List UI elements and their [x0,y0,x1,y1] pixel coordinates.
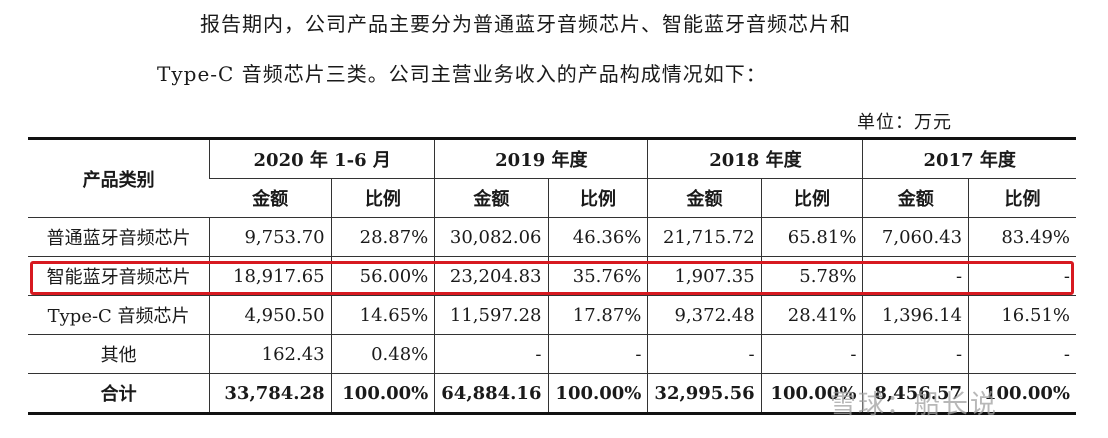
table-cell: - [862,256,969,296]
table-row: 普通蓝牙音频芯片 9,753.70 28.87% 30,082.06 46.36… [28,217,1076,257]
table-row: Type-C 音频芯片 4,950.50 14.65% 11,597.28 17… [28,295,1076,335]
table-cell: 21,715.72 [647,217,762,257]
table-cell: - [862,334,969,374]
table-cell: 1,396.14 [862,295,969,335]
row-category: 智能蓝牙音频芯片 [28,256,210,296]
table-row: 智能蓝牙音频芯片 18,917.65 56.00% 23,204.83 35.7… [28,256,1076,296]
ratio-header: 比例 [547,178,648,218]
table-cell: 14.65% [330,295,435,335]
table-cell: 0.48% [330,334,435,374]
table-cell: 28.87% [330,217,435,257]
table-cell: 46.36% [547,217,648,257]
unit-label: 单位：万元 [857,112,952,133]
table-cell: 18,917.65 [209,256,332,296]
table-cell: 5.78% [760,256,863,296]
total-cell: 32,995.56 [647,373,762,415]
revenue-composition-table: 产品类别 2020 年 1-6 月 2019 年度 2018 年度 2017 年… [28,137,1076,415]
period-header: 2018 年度 [647,137,863,179]
intro-line-2: Type-C 音频芯片三类。公司主营业务收入的产品构成情况如下： [157,62,767,86]
table-cell: - [647,334,762,374]
table-cell: 30,082.06 [434,217,548,257]
table-cell: - [547,334,648,374]
table-cell: 1,907.35 [647,256,762,296]
table-cell: - [434,334,548,374]
total-cell: 100.00% [760,373,863,415]
total-row: 合计 33,784.28 100.00% 64,884.16 100.00% 3… [28,373,1076,415]
watermark: 雪球：船长说 [830,390,999,420]
table-cell: 16.51% [968,295,1076,335]
table-cell: 65.81% [760,217,863,257]
table-cell: 56.00% [330,256,435,296]
amount-header: 金额 [647,178,762,218]
total-cell: 8,456.57 [862,373,969,415]
table-cell: 11,597.28 [434,295,548,335]
total-cell: 100.00% [968,373,1076,415]
table-row: 其他 162.43 0.48% - - - - - - [28,334,1076,374]
total-cell: 100.00% [330,373,435,415]
ratio-header: 比例 [760,178,863,218]
table-cell: - [968,334,1076,374]
table-cell: - [968,256,1076,296]
total-cell: 64,884.16 [434,373,548,415]
row-category: 普通蓝牙音频芯片 [28,217,210,257]
total-cell: 100.00% [547,373,648,415]
intro-line-1: 报告期内，公司产品主要分为普通蓝牙音频芯片、智能蓝牙音频芯片和 [200,12,851,36]
total-cell: 33,784.28 [209,373,332,415]
row-category: Type-C 音频芯片 [28,295,210,335]
period-header: 2020 年 1-6 月 [209,137,435,179]
table-cell: 23,204.83 [434,256,548,296]
category-header: 产品类别 [28,137,210,218]
amount-header: 金额 [209,178,332,218]
table-cell: 162.43 [209,334,332,374]
period-header: 2017 年度 [862,137,1076,179]
total-label: 合计 [28,373,210,415]
amount-header: 金额 [862,178,969,218]
table-cell: 4,950.50 [209,295,332,335]
table-cell: 9,372.48 [647,295,762,335]
period-header: 2019 年度 [434,137,648,179]
table-cell: 17.87% [547,295,648,335]
amount-header: 金额 [434,178,548,218]
ratio-header: 比例 [968,178,1076,218]
row-category: 其他 [28,334,210,374]
table-cell: 83.49% [968,217,1076,257]
table-cell: 28.41% [760,295,863,335]
table-cell: 35.76% [547,256,648,296]
ratio-header: 比例 [330,178,435,218]
table-cell: 9,753.70 [209,217,332,257]
table-cell: 7,060.43 [862,217,969,257]
table-cell: - [760,334,863,374]
